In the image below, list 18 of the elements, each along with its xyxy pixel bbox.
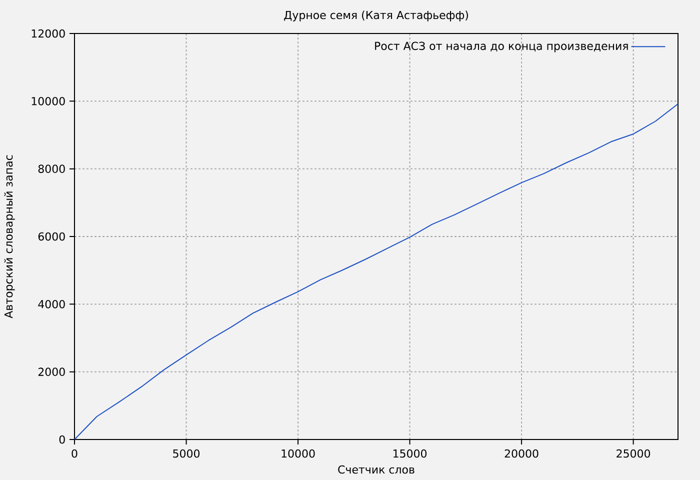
- y-tick-label: 2000: [38, 368, 65, 376]
- y-tick-label: 0: [59, 435, 65, 444]
- x-tick-label: 20000: [504, 449, 538, 458]
- legend-label: Рост АСЗ от начала до конца произведения: [375, 42, 628, 52]
- y-tick-label: 8000: [38, 164, 65, 173]
- x-tick-label: 15000: [393, 449, 427, 458]
- x-tick-label: 25000: [616, 449, 650, 458]
- y-axis-title: Авторский словарный запас: [4, 155, 15, 318]
- y-tick-label: 6000: [38, 232, 65, 241]
- y-tick-label: 12000: [32, 29, 65, 38]
- line-series: [74, 103, 678, 440]
- y-tick-label: 10000: [32, 97, 65, 106]
- chart-title: Дурное семя (Катя Астафьефф): [284, 10, 468, 22]
- x-tick-label: 10000: [282, 449, 315, 458]
- x-tick-label: 5000: [173, 449, 200, 458]
- y-tick-label: 4000: [38, 300, 65, 308]
- x-tick-label: 0: [72, 449, 78, 458]
- x-axis-title: Счетчик слов: [338, 465, 414, 474]
